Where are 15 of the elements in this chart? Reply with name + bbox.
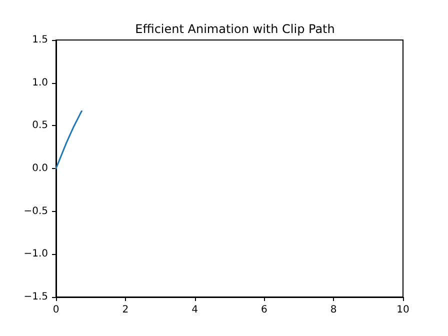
x-tick-label: 0 [52,304,60,316]
chart-title: Efficient Animation with Clip Path [135,22,335,36]
x-tick-label: 4 [192,304,198,316]
x-tick-label: 8 [330,304,337,316]
line-series [55,110,82,170]
y-tick-label: 0.5 [32,120,48,132]
y-tick-label: 1.5 [32,34,48,46]
y-tick-label: 0.0 [32,163,48,174]
y-tick-label: 1.0 [32,77,48,88]
x-tick-label: 2 [122,304,129,316]
y-tick-label: −0.5 [24,206,48,217]
y-tick-label: −1.0 [24,248,48,260]
x-tick-label: 6 [261,304,268,316]
y-tick-label: −1.5 [24,292,48,302]
x-tick-label: 10 [396,304,410,316]
